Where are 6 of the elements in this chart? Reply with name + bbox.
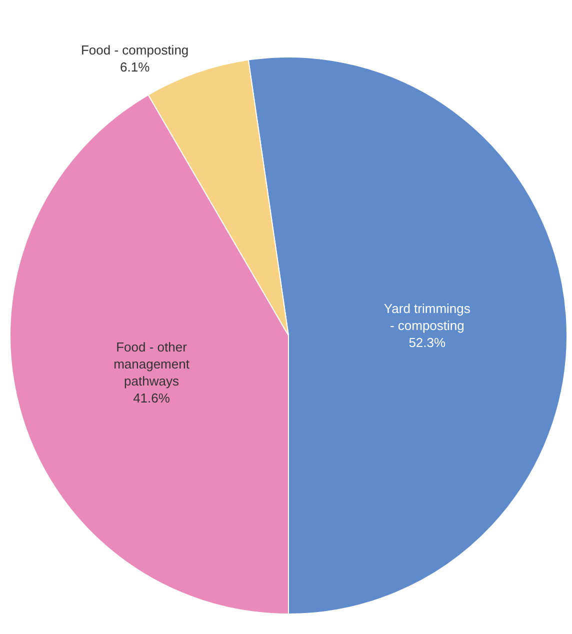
slice-label: Food - composting xyxy=(80,42,189,58)
data-label: 41.6% xyxy=(133,390,170,406)
slice-label: Yard trimmings - composting xyxy=(384,301,471,333)
slice-label: Food - other management pathways xyxy=(114,340,190,388)
data-label: 6.1% xyxy=(120,59,150,74)
data-label: 52.3% xyxy=(408,334,446,350)
